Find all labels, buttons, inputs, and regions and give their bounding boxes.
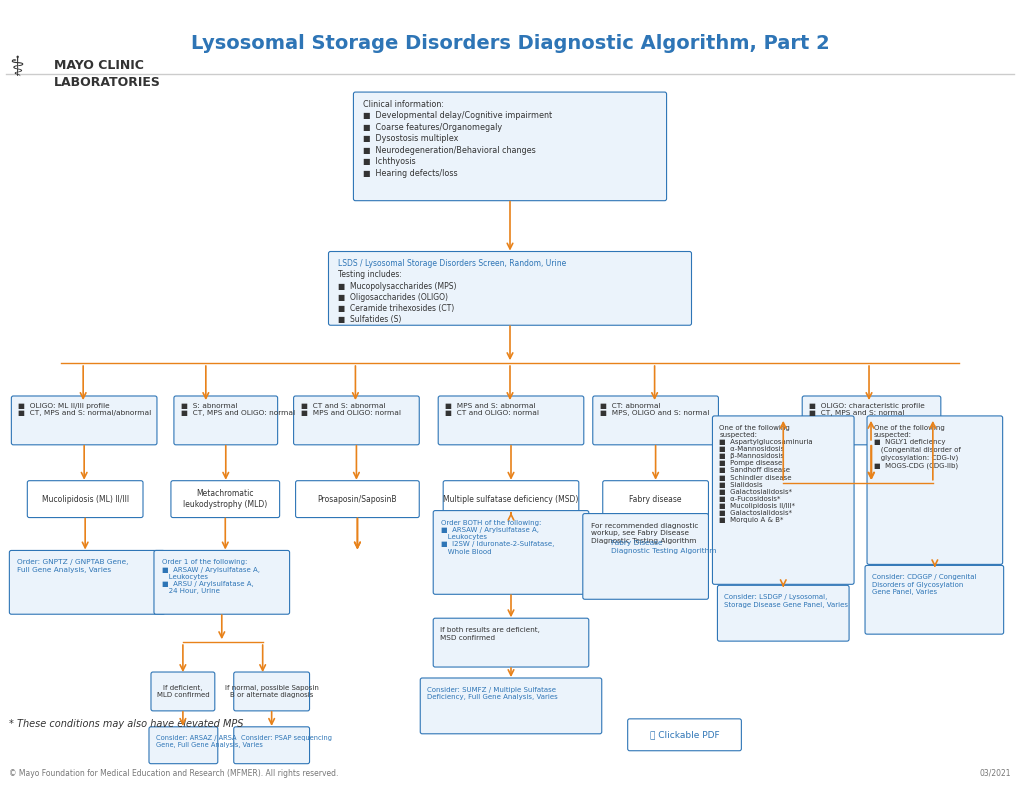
Text: Consider: PSAP sequencing: Consider: PSAP sequencing bbox=[240, 734, 331, 741]
Text: ■  OLIGO: ML II/III profile
■  CT, MPS and S: normal/abnormal: ■ OLIGO: ML II/III profile ■ CT, MPS and… bbox=[18, 403, 152, 417]
FancyBboxPatch shape bbox=[582, 514, 708, 599]
FancyBboxPatch shape bbox=[592, 396, 717, 444]
FancyBboxPatch shape bbox=[11, 396, 157, 444]
Text: LSDS / Lysosomal Storage Disorders Screen, Random, Urine: LSDS / Lysosomal Storage Disorders Scree… bbox=[338, 259, 567, 269]
Text: Metachromatic
leukodystrophy (MLD): Metachromatic leukodystrophy (MLD) bbox=[183, 489, 267, 509]
Text: 03/2021: 03/2021 bbox=[978, 768, 1010, 778]
FancyBboxPatch shape bbox=[420, 678, 601, 734]
FancyBboxPatch shape bbox=[9, 551, 165, 614]
FancyBboxPatch shape bbox=[149, 727, 218, 764]
FancyBboxPatch shape bbox=[711, 416, 853, 585]
FancyBboxPatch shape bbox=[233, 672, 309, 711]
Text: ■  S: abnormal
■  CT, MPS and OLIGO: normal: ■ S: abnormal ■ CT, MPS and OLIGO: norma… bbox=[180, 403, 294, 417]
Text: Consider: CDGGP / Congenital
Disorders of Glycosylation
Gene Panel, Varies: Consider: CDGGP / Congenital Disorders o… bbox=[871, 574, 975, 596]
FancyBboxPatch shape bbox=[602, 481, 708, 518]
FancyBboxPatch shape bbox=[293, 396, 419, 444]
Text: © Mayo Foundation for Medical Education and Research (MFMER). All rights reserve: © Mayo Foundation for Medical Education … bbox=[9, 768, 338, 778]
Text: * These conditions may also have elevated MPS: * These conditions may also have elevate… bbox=[9, 719, 244, 729]
FancyBboxPatch shape bbox=[171, 481, 279, 518]
Text: Prosaposin/SaposinB: Prosaposin/SaposinB bbox=[317, 495, 396, 504]
FancyBboxPatch shape bbox=[627, 719, 741, 751]
FancyBboxPatch shape bbox=[716, 585, 848, 641]
Text: ⚕: ⚕ bbox=[9, 54, 24, 82]
FancyBboxPatch shape bbox=[151, 672, 215, 711]
FancyBboxPatch shape bbox=[442, 481, 578, 518]
Text: Fabry disease: Fabry disease bbox=[629, 495, 681, 504]
Text: Fabry Disease
Diagnostic Testing Algorithm: Fabry Disease Diagnostic Testing Algorit… bbox=[610, 541, 715, 554]
FancyBboxPatch shape bbox=[801, 396, 940, 444]
Text: ■  OLIGO: characteristic profile
■  CT, MPS and S: normal: ■ OLIGO: characteristic profile ■ CT, MP… bbox=[808, 403, 924, 417]
FancyBboxPatch shape bbox=[328, 251, 691, 325]
FancyBboxPatch shape bbox=[28, 481, 143, 518]
FancyBboxPatch shape bbox=[866, 416, 1002, 564]
Text: 🔗 Clickable PDF: 🔗 Clickable PDF bbox=[649, 730, 718, 739]
FancyBboxPatch shape bbox=[174, 396, 277, 444]
Text: Order: GNPTZ / GNPTAB Gene,
Full Gene Analysis, Varies: Order: GNPTZ / GNPTAB Gene, Full Gene An… bbox=[17, 559, 128, 573]
FancyBboxPatch shape bbox=[154, 551, 289, 614]
Text: Consider: ARSAZ / ARSA
Gene, Full Gene Analysis, Varies: Consider: ARSAZ / ARSA Gene, Full Gene A… bbox=[156, 734, 263, 748]
FancyBboxPatch shape bbox=[296, 481, 419, 518]
Text: If deficient,
MLD confirmed: If deficient, MLD confirmed bbox=[157, 685, 209, 698]
Text: One of the following
suspected:
■  Aspartylglucosaminuria
■  α-Mannosidosis
■  β: One of the following suspected: ■ Aspart… bbox=[718, 425, 812, 523]
Text: Consider: LSDGP / Lysosomal,
Storage Disease Gene Panel, Varies: Consider: LSDGP / Lysosomal, Storage Dis… bbox=[723, 594, 848, 608]
Text: ■  CT: abnormal
■  MPS, OLIGO and S: normal: ■ CT: abnormal ■ MPS, OLIGO and S: norma… bbox=[599, 403, 708, 417]
Text: Mucolipidosis (ML) II/III: Mucolipidosis (ML) II/III bbox=[42, 495, 128, 504]
FancyBboxPatch shape bbox=[438, 396, 583, 444]
Text: Lysosomal Storage Disorders Diagnostic Algorithm, Part 2: Lysosomal Storage Disorders Diagnostic A… bbox=[191, 34, 828, 54]
FancyBboxPatch shape bbox=[353, 92, 666, 201]
Text: ■  CT and S: abnormal
■  MPS and OLIGO: normal: ■ CT and S: abnormal ■ MPS and OLIGO: no… bbox=[301, 403, 400, 417]
Text: If normal, possible Saposin
B or alternate diagnosis: If normal, possible Saposin B or alterna… bbox=[224, 685, 318, 698]
Text: Testing includes:
■  Mucopolysaccharides (MPS)
■  Oligosaccharides (OLIGO)
■  Ce: Testing includes: ■ Mucopolysaccharides … bbox=[338, 270, 457, 324]
Text: Order BOTH of the following:
■  ARSAW / Arylsulfatase A,
   Leukocytes
■  I2SW /: Order BOTH of the following: ■ ARSAW / A… bbox=[441, 519, 554, 555]
Text: Clinical information:
■  Developmental delay/Cognitive impairment
■  Coarse feat: Clinical information: ■ Developmental de… bbox=[363, 100, 552, 178]
Text: Multiple sulfatase deficiency (MSD): Multiple sulfatase deficiency (MSD) bbox=[443, 495, 578, 504]
Text: Order 1 of the following:
■  ARSAW / Arylsulfatase A,
   Leukocytes
■  ARSU / Ar: Order 1 of the following: ■ ARSAW / Aryl… bbox=[162, 559, 260, 594]
FancyBboxPatch shape bbox=[233, 727, 309, 764]
Text: Consider: SUMFZ / Multiple Sulfatase
Deficiency, Full Gene Analysis, Varies: Consider: SUMFZ / Multiple Sulfatase Def… bbox=[427, 687, 557, 701]
Text: If both results are deficient,
MSD confirmed: If both results are deficient, MSD confi… bbox=[440, 627, 539, 641]
FancyBboxPatch shape bbox=[433, 619, 588, 667]
Text: MAYO CLINIC
LABORATORIES: MAYO CLINIC LABORATORIES bbox=[54, 59, 161, 89]
Text: One of the following
suspected:
■  NGLY1 deficiency
   (Congenital disorder of
 : One of the following suspected: ■ NGLY1 … bbox=[873, 425, 960, 469]
FancyBboxPatch shape bbox=[433, 511, 588, 594]
FancyBboxPatch shape bbox=[864, 566, 1003, 634]
Text: ■  MPS and S: abnormal
■  CT and OLIGO: normal: ■ MPS and S: abnormal ■ CT and OLIGO: no… bbox=[444, 403, 539, 417]
Text: For recommended diagnostic
workup, see Fabry Disease
Diagnostic Testing Algorith: For recommended diagnostic workup, see F… bbox=[590, 522, 697, 544]
